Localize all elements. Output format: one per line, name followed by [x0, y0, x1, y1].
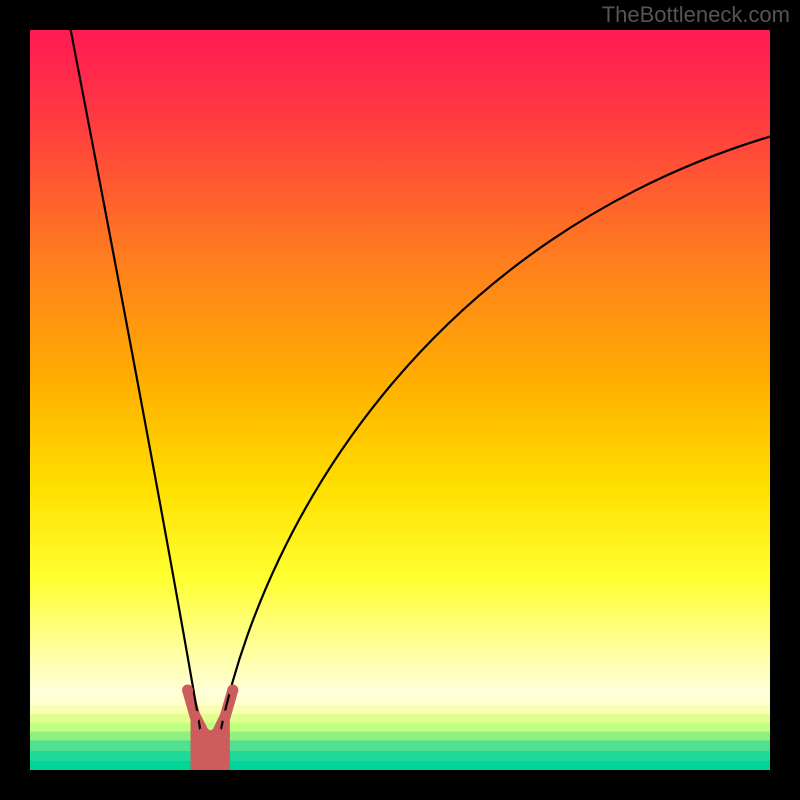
- plot-area: [30, 30, 770, 770]
- marker-dot: [190, 710, 201, 721]
- marker-dot: [227, 685, 238, 696]
- watermark-text: TheBottleneck.com: [602, 2, 790, 28]
- bottleneck-curve: [71, 30, 770, 737]
- bottleneck-curve-svg: [30, 30, 770, 770]
- marker-dot: [220, 710, 231, 721]
- marker-dot: [182, 685, 193, 696]
- marker-dot: [212, 728, 223, 739]
